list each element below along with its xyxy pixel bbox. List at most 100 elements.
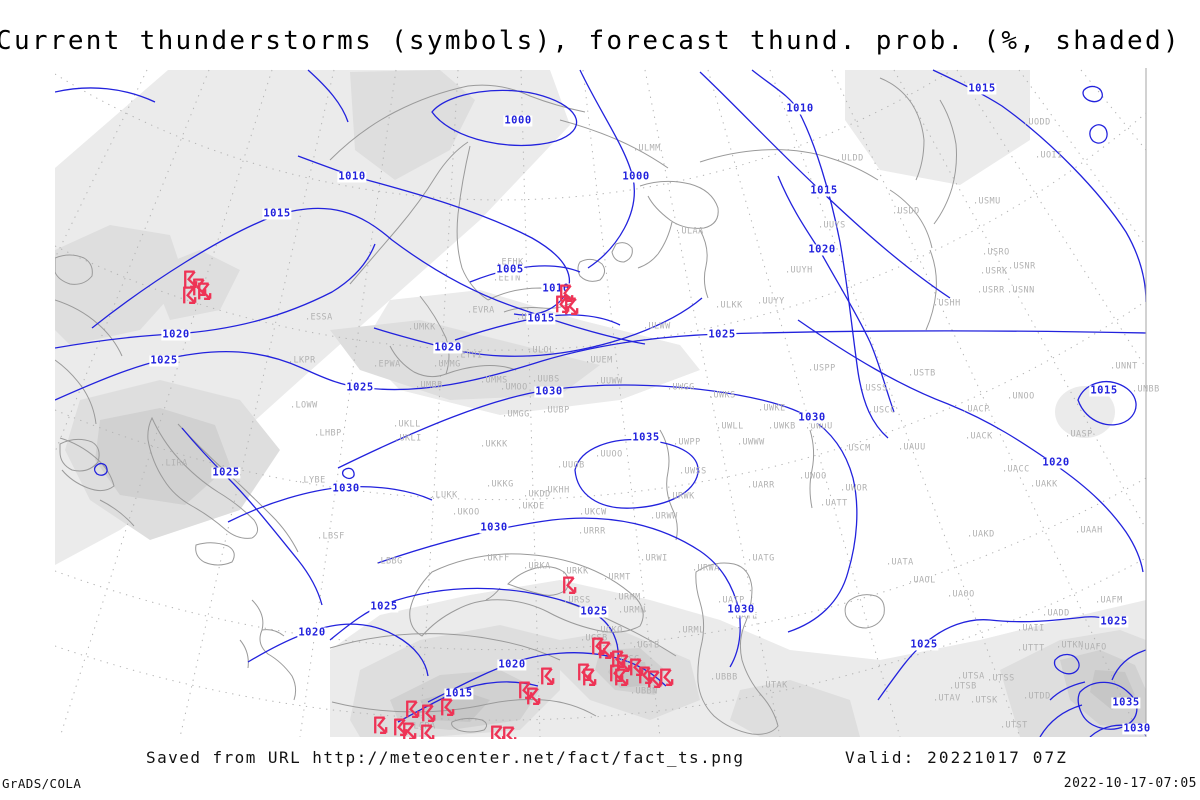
station-label: .UUYY <box>757 296 785 307</box>
thunderstorm-icon <box>541 667 555 685</box>
station-label: .UWPP <box>673 437 701 448</box>
thunderstorm-icon <box>563 576 577 594</box>
thunderstorm-symbol <box>581 667 598 687</box>
station-label: .UTAV <box>933 693 961 704</box>
isobar-value-label: 1035 <box>631 431 661 444</box>
thunderstorm-icon <box>406 700 420 718</box>
isobar-value-label: 1020 <box>297 626 327 639</box>
isobar-value-label: 1020 <box>161 328 191 341</box>
station-label: .UWOR <box>840 483 868 494</box>
station-label: .ULDD <box>836 153 864 164</box>
station-label: .UMMS <box>480 375 508 386</box>
isobar-value-label: 1025 <box>369 600 399 613</box>
thunderstorm-symbol <box>392 717 409 737</box>
isobar-value-label: 1030 <box>479 521 509 534</box>
thunderstorm-symbol <box>637 665 654 685</box>
valid-time-text: Valid: 20221017 07Z <box>845 748 1068 767</box>
station-label: .EETN <box>493 273 521 284</box>
isobar-value-label: 1020 <box>1041 456 1071 469</box>
station-label: .UKCW <box>579 507 607 518</box>
station-label: .LUKK <box>430 490 458 501</box>
thunderstorm-icon <box>660 668 674 686</box>
thunderstorm-icon <box>198 282 212 300</box>
thunderstorm-icon <box>639 666 653 684</box>
station-label: .USNR <box>1008 261 1036 272</box>
station-label: .UUEM <box>585 355 613 366</box>
station-label: .USCM <box>843 443 871 454</box>
station-label: .UWUU <box>805 421 833 432</box>
thunderstorm-icon <box>565 297 579 315</box>
map-label-overlay: .ULMM .ULAA .ULDD .UODD .UOII .USMU .USDD .USRO… <box>149 82 1160 739</box>
isobar-value-label: 1025 <box>149 354 179 367</box>
station-label: .UAFO <box>1079 642 1107 653</box>
station-label: .UTST <box>1000 720 1028 731</box>
station-label: .EFHK <box>496 257 524 268</box>
station-label: .UACP <box>962 404 990 415</box>
thunderstorm-icon <box>491 725 505 739</box>
isobar-value-label: 1035 <box>1111 696 1141 709</box>
isobar-value-label: 1025 <box>579 605 609 618</box>
station-label: .UUYH <box>785 265 813 276</box>
station-label: .UTSK <box>970 695 998 706</box>
thunderstorm-symbol <box>628 657 645 677</box>
station-label: .UACC <box>1002 464 1030 475</box>
thunderstorm-icon <box>610 664 624 682</box>
station-label: .UAKD <box>967 529 995 540</box>
isobar-value-label: 1010 <box>337 170 367 183</box>
station-label: .UNNT <box>1110 361 1138 372</box>
thunderstorm-symbol <box>561 575 578 595</box>
thunderstorm-icon <box>583 668 597 686</box>
thunderstorm-symbol <box>501 725 518 739</box>
thunderstorm-symbol <box>181 285 198 305</box>
isobar-value-label: 1000 <box>621 170 651 183</box>
thunderstorm-symbol <box>196 281 213 301</box>
thunderstorm-symbol <box>419 723 436 739</box>
station-label: .UADD <box>1042 608 1070 619</box>
thunderstorm-icon <box>183 286 197 304</box>
thunderstorm-icon <box>422 704 436 722</box>
station-label: .UAKK <box>1030 479 1058 490</box>
thunderstorm-symbol <box>597 640 614 660</box>
station-label: .URWW <box>650 511 678 522</box>
isobar-value-label: 1010 <box>541 282 571 295</box>
thunderstorm-icon <box>615 668 629 686</box>
station-label: .UWSS <box>679 466 707 477</box>
thunderstorm-symbol <box>615 653 632 673</box>
station-label: .UKDD <box>523 489 551 500</box>
thunderstorm-icon <box>403 722 417 739</box>
thunderstorm-icon <box>441 698 455 716</box>
thunderstorm-symbol <box>401 721 418 739</box>
station-label: .EPWA <box>373 359 401 370</box>
thunderstorm-icon <box>184 270 198 288</box>
isobar-value-label: 1010 <box>785 102 815 115</box>
station-label: .USRR <box>977 285 1005 296</box>
isobar-value-label: 1025 <box>345 381 375 394</box>
station-label: .UNOO <box>1007 391 1035 402</box>
station-label: .UAII <box>1017 623 1045 634</box>
station-label: .UKKG <box>486 479 514 490</box>
thunderstorm-symbol <box>554 294 571 314</box>
station-label: .LIRA <box>160 458 188 469</box>
thunderstorm-symbol <box>182 269 199 289</box>
isobar-value-label: 1030 <box>331 482 361 495</box>
station-label: .USTB <box>908 368 936 379</box>
isobar-value-label: 1020 <box>807 243 837 256</box>
isobar-value-label: 1015 <box>1089 384 1119 397</box>
thunderstorm-icon <box>503 726 517 739</box>
station-label: .UUBS <box>532 374 560 385</box>
station-label: .UNBB <box>1132 384 1160 395</box>
thunderstorm-icon <box>578 663 592 681</box>
station-label: .URMN <box>618 605 646 616</box>
thunderstorm-icon <box>394 718 408 736</box>
station-label: .UGKO <box>595 625 623 636</box>
station-label: .UUOO <box>595 449 623 460</box>
station-label: .UWOO <box>799 471 827 482</box>
thunderstorm-symbol <box>439 697 456 717</box>
isobar-value-label: 1025 <box>1099 615 1129 628</box>
isobar-value-label: 1015 <box>262 207 292 220</box>
thunderstorm-symbol <box>563 296 580 316</box>
station-label: .UKHH <box>542 485 570 496</box>
isobar-value-label: 1015 <box>967 82 997 95</box>
thunderstorm-icon <box>556 295 570 313</box>
station-label: .UAAH <box>1075 525 1103 536</box>
